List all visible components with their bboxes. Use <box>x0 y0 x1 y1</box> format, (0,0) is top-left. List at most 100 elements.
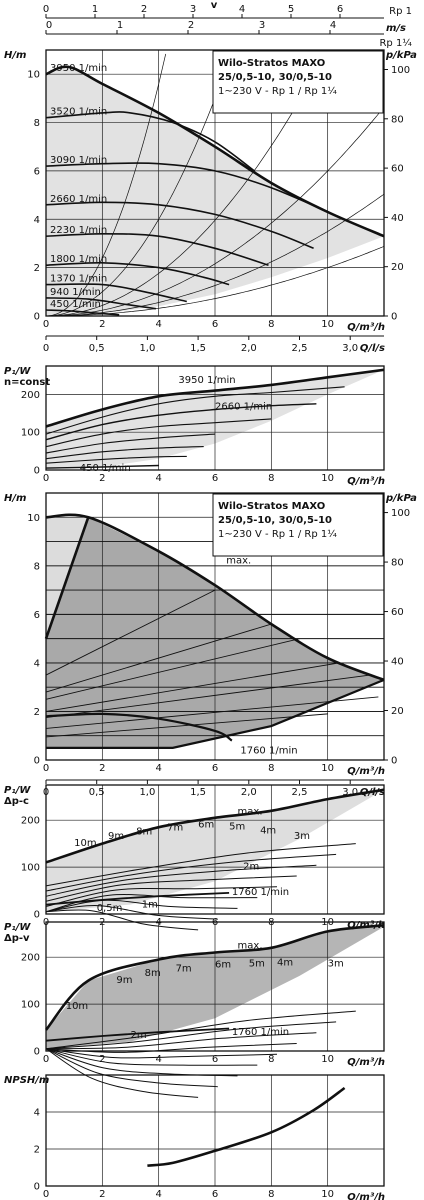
head_curves-y-tick: 4 <box>34 215 40 226</box>
power_dpc-curve-label: 4m <box>260 825 276 836</box>
min-pressure-edge <box>44 516 90 640</box>
velocity-rp1-tick: 3 <box>190 4 196 15</box>
power_dpv-x-axis-label: Q/m³/h <box>347 1057 385 1068</box>
power_dpv-curve-label: 7m <box>176 963 192 974</box>
npsh-y-axis-label: NPSH/m <box>4 1075 49 1086</box>
power_dpc-pressure-curve <box>45 853 337 892</box>
power_dpv-curve-1 <box>45 1027 230 1042</box>
power-curve <box>45 418 272 448</box>
velocity-rp1-tick: 5 <box>288 4 294 15</box>
speed-curve-label: 450 1/min <box>50 299 101 310</box>
power_const-y-tick: 100 <box>21 428 40 439</box>
head_curves-x-tick: 4 <box>155 319 161 330</box>
head_curves-x-tick: 10 <box>321 319 334 330</box>
power_const-y-tick: 200 <box>21 390 40 401</box>
power_dpc-curve-label: 10m <box>74 838 96 849</box>
head_curves-y-tick: 0 <box>34 312 40 323</box>
speed-curve-label: 2660 1/min <box>50 194 107 205</box>
power_dpv-curve-label: 8m <box>145 968 161 979</box>
power_dpc-y-axis-label: P₁/W <box>4 785 31 796</box>
head_control-right-tick: 100 <box>391 508 410 519</box>
flow_scale_2-label: Q/l/s <box>360 787 385 798</box>
npsh-x-tick: 10 <box>321 1189 334 1200</box>
product-note: 1~230 V - Rp 1 / Rp 1¼ <box>218 528 337 540</box>
flow_scale_2-tick: 0,5 <box>89 787 105 798</box>
power-curve <box>45 433 216 454</box>
power_dpc-pressure-curve <box>45 843 356 887</box>
power_dpc-pressure-curve <box>45 894 258 913</box>
flow_scale_2-tick: 1,5 <box>190 787 206 798</box>
product-title: Wilo-Stratos MAXO <box>218 501 325 512</box>
head_curves-x-tick: 2 <box>99 319 105 330</box>
head_control-right-tick: 40 <box>391 657 404 668</box>
flow_scale_1-tick: 0 <box>43 343 49 354</box>
power_dpv-frame <box>45 921 385 1052</box>
head_control-right-tick: 20 <box>391 706 404 717</box>
speed-curve-2230-1-min <box>45 232 269 266</box>
flow_scale_1-label: Q/l/s <box>360 343 385 354</box>
power_dpv-curve-label: 3m <box>328 959 344 970</box>
power_dpv-curve-label: 4m <box>277 958 293 969</box>
head_control-y-tick: 10 <box>27 513 40 524</box>
power-curve-3950-1-min <box>45 368 385 428</box>
speed-curve-label: 1370 1/min <box>50 274 107 285</box>
npsh-x-axis-label: Q/m³/h <box>347 1192 385 1200</box>
power_dpc-x-tick: 8 <box>268 917 274 928</box>
power_dpc-pressure-curve <box>45 864 317 897</box>
power_dpv-pressure-curve <box>45 1048 258 1066</box>
head_curves-right-tick: 20 <box>391 262 404 273</box>
system-curve <box>45 53 167 317</box>
speed-curve-label: 940 1/min <box>50 287 101 298</box>
head_curves-y-tick: 2 <box>34 263 40 274</box>
dp-v-line <box>45 589 216 676</box>
speed-curve-3520-1-min <box>45 111 255 172</box>
power_dpc-pressure-curve <box>45 909 199 931</box>
power_dpc-curve-label: 8m <box>136 826 152 837</box>
head_control-y-tick: 6 <box>34 610 40 621</box>
power_const-x-tick: 4 <box>155 473 161 484</box>
speed-curve-1370-1-min <box>45 283 187 303</box>
velocity-rp1-tick: 6 <box>337 4 343 15</box>
power_dpv-x-tick: 10 <box>321 1054 334 1065</box>
power_dpv-pressure-curve <box>45 1048 199 1098</box>
head_curves-right-axis-label: p/kPa <box>385 50 417 61</box>
npsh-x-tick: 8 <box>268 1189 274 1200</box>
power_dpv-pressure-curve <box>45 1010 356 1050</box>
flow_scale_2-tick: 1,0 <box>139 787 155 798</box>
flow_scale_2-tick: 2,5 <box>292 787 308 798</box>
flow_scale_2-tick: 3,0 <box>342 787 358 798</box>
power_dpv-curve-label: 1760 1/min <box>232 1027 289 1038</box>
power_dpc-y-tick: 200 <box>21 816 40 827</box>
head_curves-right-tick: 0 <box>391 312 397 323</box>
head_control-right-tick: 0 <box>391 756 397 767</box>
power_const-x-tick: 10 <box>321 473 334 484</box>
flow_scale_1-tick: 1,5 <box>190 343 206 354</box>
power-curve-label: 2660 1/min <box>215 401 272 412</box>
head_curves-y-tick: 8 <box>34 118 40 129</box>
power_dpv-curve-0 <box>44 924 385 1031</box>
power_dpv-curve-label: 10m <box>66 1001 88 1012</box>
head_curves-y-tick: 6 <box>34 166 40 177</box>
npsh-x-tick: 4 <box>155 1189 161 1200</box>
system-curve <box>45 106 385 317</box>
power_dpc-curve-0 <box>45 788 385 864</box>
power-curve-label: 450 1/min <box>80 463 131 474</box>
dp-v-line <box>45 623 272 693</box>
power_dpc-curve-label: 6m <box>198 820 214 831</box>
speed-curve-1800-1-min <box>45 261 230 286</box>
power_dpv-curve-label: 2m <box>131 1030 147 1041</box>
npsh-x-tick: 2 <box>99 1189 105 1200</box>
power-curve-450-1-min <box>45 464 159 469</box>
power_dpv-pressure-curve <box>45 1032 317 1050</box>
power_dpc-x-axis-label: Q/m³/h <box>347 920 385 931</box>
velocity-rp1-tick: 2 <box>141 4 147 15</box>
power_const-x-axis-label: Q/m³/h <box>347 476 385 487</box>
power_dpc-y-tick: 0 <box>34 910 40 921</box>
power_dpc-x-tick: 6 <box>212 917 218 928</box>
power_dpc-curve-label: 0,5m <box>97 903 123 914</box>
head_control-x-tick: 10 <box>321 763 334 774</box>
power_dpv-curve-label: 6m <box>215 960 231 971</box>
power-curve-label: 3950 1/min <box>178 375 235 386</box>
power_const-y-axis-sublabel: n=const <box>4 377 50 388</box>
head_control-y-tick: 4 <box>34 658 40 669</box>
